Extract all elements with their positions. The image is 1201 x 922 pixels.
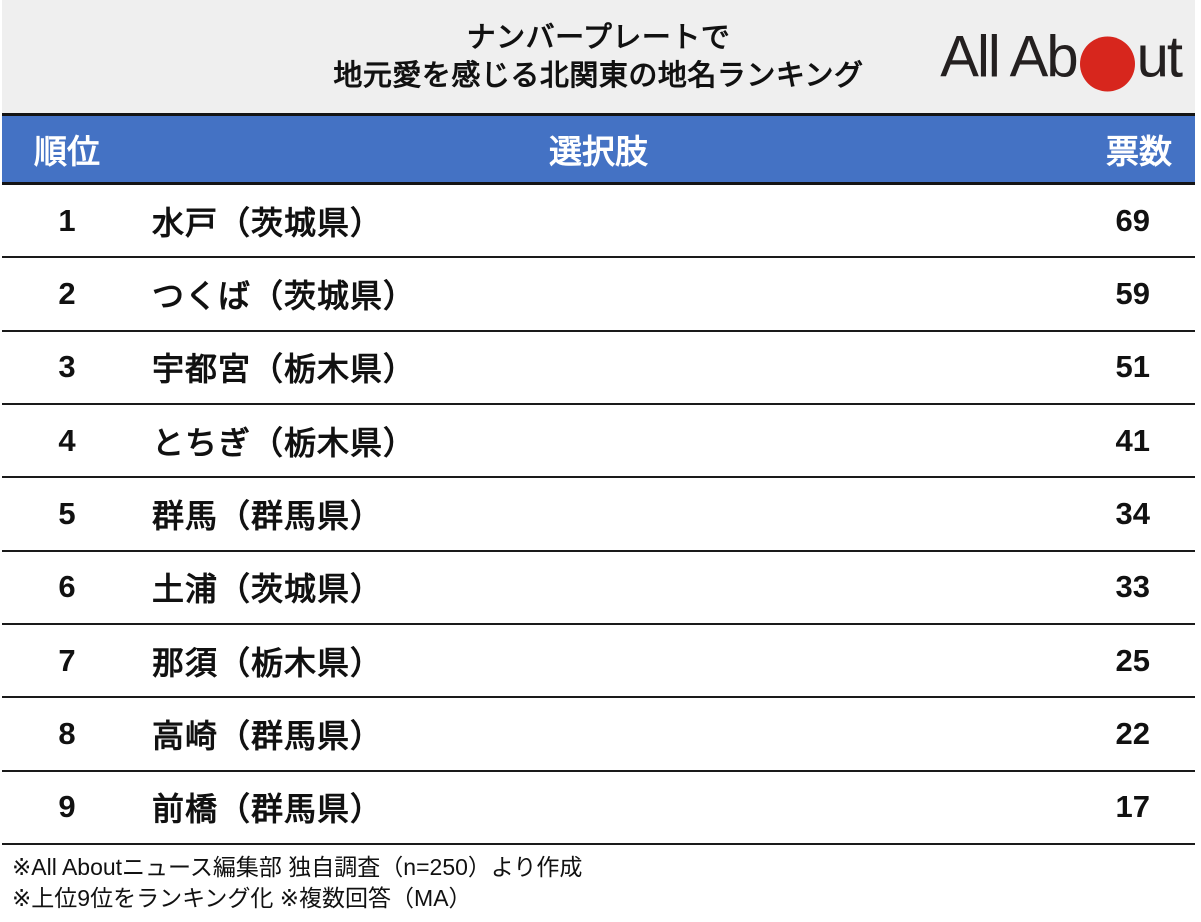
votes-cell: 22 [1115,715,1150,751]
table-row: 3 宇都宮（栃木県） 51 [2,331,1195,405]
choice-cell: 水戸（茨城県） [152,204,384,241]
votes-cell: 69 [1115,202,1150,238]
page-title: ナンバープレートで 地元愛を感じる北関東の地名ランキング [333,19,863,95]
votes-cell: 33 [1115,569,1150,605]
rank-cell: 9 [58,789,76,825]
column-header-rank: 順位 [34,133,100,170]
logo-red-dot-icon [1079,36,1135,91]
title-line-2: 地元愛を感じる北関東の地名ランキング [333,59,864,92]
table-row: 9 前橋（群馬県） 17 [2,771,1195,845]
column-header-votes: 票数 [1106,133,1172,170]
choice-cell: 宇都宮（栃木県） [152,351,417,388]
title-line-1: ナンバープレートで [466,21,731,54]
title-bar: ナンバープレートで 地元愛を感じる北関東の地名ランキング All Ab ut [2,0,1195,113]
table-row: 5 群馬（群馬県） 34 [2,478,1195,552]
votes-cell: 59 [1115,275,1150,311]
choice-cell: 前橋（群馬県） [152,791,384,828]
column-header-choice: 選択肢 [549,133,648,170]
rank-cell: 2 [58,275,76,311]
votes-cell: 17 [1115,789,1150,825]
choice-cell: 高崎（群馬県） [152,717,384,754]
logo-text-left: All Ab [940,24,1078,89]
choice-cell: とちぎ（栃木県） [152,424,417,461]
logo-text-right: ut [1136,24,1183,89]
table-row: 6 土浦（茨城県） 33 [2,551,1195,625]
rank-cell: 1 [58,202,76,238]
rank-cell: 5 [58,495,76,531]
votes-cell: 41 [1115,422,1150,458]
votes-cell: 25 [1115,642,1150,678]
table-body: 1 水戸（茨城県） 69 2 つくば（茨城県） 59 3 宇都宮（栃木県） 51… [2,185,1195,845]
votes-cell: 34 [1115,495,1150,531]
footnotes: ※All Aboutニュース編集部 独自調査（n=250）より作成 ※上位9位を… [2,845,1195,914]
rank-cell: 3 [58,349,76,385]
choice-cell: 土浦（茨城県） [152,571,384,608]
table-row: 8 高崎（群馬県） 22 [2,698,1195,772]
table-row: 7 那須（栃木県） 25 [2,624,1195,699]
table-row: 1 水戸（茨城県） 69 [2,185,1195,259]
footnote-source: ※All Aboutニュース編集部 独自調査（n=250）より作成 [12,854,583,880]
rank-cell: 8 [58,715,76,751]
rank-cell: 7 [58,642,76,678]
table-row: 2 つくば（茨城県） 59 [2,258,1195,332]
choice-cell: 群馬（群馬県） [152,497,384,534]
table-row: 4 とちぎ（栃木県） 41 [2,404,1195,479]
choice-cell: 那須（栃木県） [152,644,384,681]
all-about-logo: All Ab ut [940,22,1183,91]
table-header-row: 順位 選択肢 票数 [2,113,1195,185]
footnote-method: ※上位9位をランキング化 ※複数回答（MA） [12,885,472,911]
rank-cell: 4 [58,422,76,458]
votes-cell: 51 [1115,349,1150,385]
rank-cell: 6 [58,569,76,605]
choice-cell: つくば（茨城県） [152,277,417,314]
